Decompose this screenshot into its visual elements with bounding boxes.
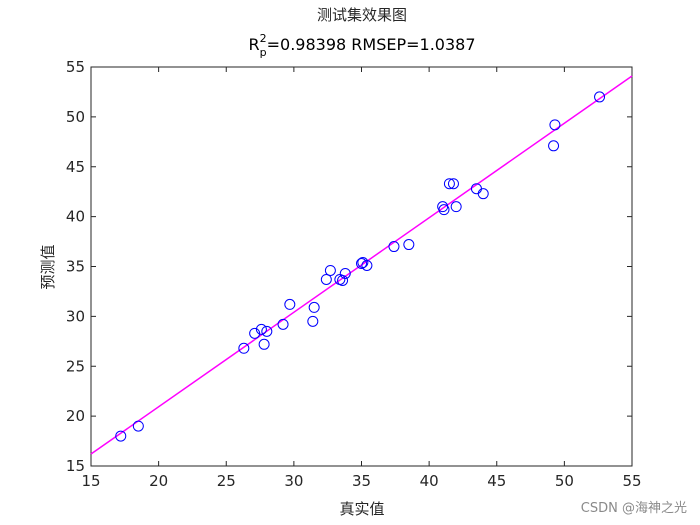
data-points	[115, 91, 606, 442]
data-point	[443, 178, 455, 190]
x-tick-label: 15	[81, 472, 100, 490]
data-point	[277, 318, 289, 330]
y-tick-label: 35	[66, 258, 85, 276]
y-tick-label: 40	[66, 208, 85, 226]
data-point	[132, 420, 144, 432]
data-point	[238, 342, 250, 354]
data-point	[261, 325, 273, 337]
data-point	[403, 239, 415, 251]
data-point	[438, 204, 450, 216]
y-tick-label: 45	[66, 158, 85, 176]
data-point	[477, 188, 489, 200]
x-axis-label: 真实值	[339, 500, 384, 518]
x-tick-label: 50	[555, 472, 574, 490]
data-point	[249, 327, 261, 339]
subtitle-r: R	[249, 35, 260, 54]
data-point	[548, 140, 560, 152]
data-point	[284, 298, 296, 310]
x-tick-label: 20	[149, 472, 168, 490]
y-axis-label: 预测值	[39, 244, 57, 289]
y-tick-label: 30	[66, 307, 85, 325]
y-tick-label: 20	[66, 407, 85, 425]
chart-subtitle: R2 p=0.98398 RMSEP=1.0387	[249, 32, 476, 59]
plot-area	[90, 66, 633, 467]
data-point	[320, 273, 332, 285]
data-point	[324, 264, 336, 276]
y-tick-label: 25	[66, 357, 85, 375]
x-tick-label: 25	[217, 472, 236, 490]
x-tick-label: 40	[420, 472, 439, 490]
y-tick-label: 50	[66, 108, 85, 126]
data-point	[308, 301, 320, 313]
data-point	[549, 119, 561, 131]
data-point	[337, 274, 349, 286]
x-tick-label: 55	[622, 472, 641, 490]
subtitle-superscript: 2	[260, 32, 267, 45]
chart-title: 测试集效果图	[317, 6, 407, 24]
x-tick-label: 30	[284, 472, 303, 490]
y-tick-label: 15	[66, 457, 85, 475]
data-point	[258, 338, 270, 350]
subtitle-metrics: =0.98398 RMSEP=1.0387	[267, 35, 476, 54]
data-point	[307, 315, 319, 327]
subtitle-subscript: p	[260, 46, 267, 59]
x-tick-label: 45	[487, 472, 506, 490]
axis-ticks: 15 20 25 30 35 40 45 50 55 15 20 25 30 35 40 45 50 55	[66, 58, 642, 490]
data-point	[356, 258, 367, 270]
y-tick-label: 55	[66, 58, 85, 76]
data-point	[339, 267, 351, 279]
x-tick-label: 35	[352, 472, 371, 490]
data-point	[115, 430, 127, 442]
watermark: CSDN @海神之光	[581, 501, 687, 516]
data-point	[255, 323, 267, 335]
data-point	[447, 178, 459, 190]
data-point	[594, 91, 606, 103]
data-point	[361, 260, 373, 272]
data-point	[388, 241, 400, 253]
data-point	[450, 201, 462, 213]
